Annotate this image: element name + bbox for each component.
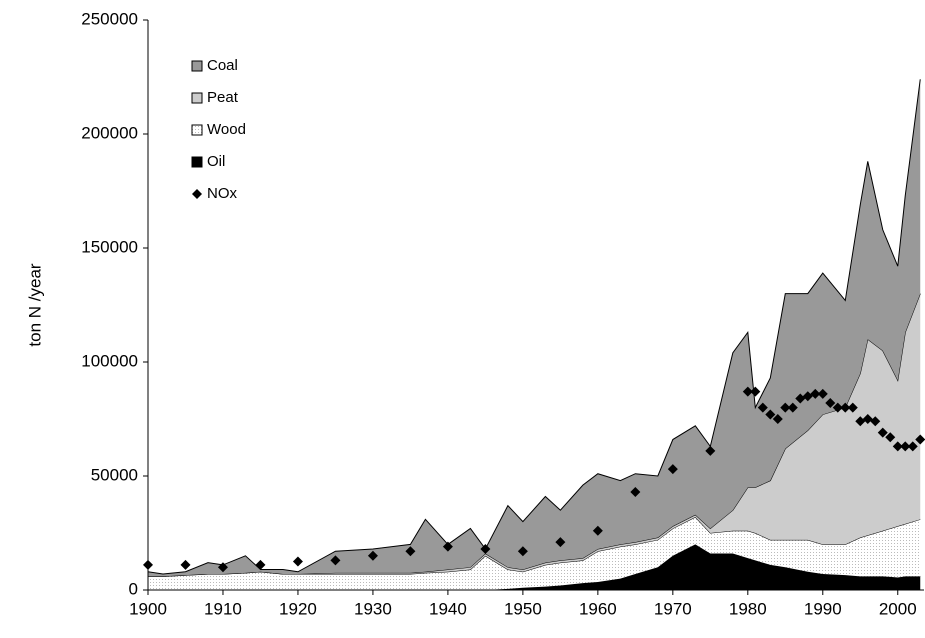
- y-tick-label: 200000: [81, 123, 138, 142]
- nox-point: [757, 402, 768, 413]
- legend-key: [191, 124, 203, 136]
- nox-point: [180, 559, 191, 570]
- nox-point: [217, 562, 228, 573]
- nox-point: [705, 445, 716, 456]
- nox-point: [907, 441, 918, 452]
- nox-point: [750, 386, 761, 397]
- nox-point: [802, 391, 813, 402]
- legend-label: Oil: [207, 153, 225, 170]
- nox-point: [765, 409, 776, 420]
- x-tick-label: 1910: [204, 599, 242, 618]
- nox-point: [795, 393, 806, 404]
- nox-point: [255, 559, 266, 570]
- nox-point: [847, 402, 858, 413]
- nox-point: [832, 402, 843, 413]
- legend-label: Coal: [207, 57, 238, 74]
- nox-point: [877, 427, 888, 438]
- nox-point: [480, 543, 491, 554]
- nox-point: [892, 441, 903, 452]
- nox-point: [630, 486, 641, 497]
- legend-key: [192, 189, 202, 199]
- nox-point: [742, 386, 753, 397]
- x-tick-label: 1990: [804, 599, 842, 618]
- nox-point: [330, 555, 341, 566]
- legend-label: Wood: [207, 121, 246, 138]
- area: [148, 517, 921, 590]
- legend-key: [191, 92, 203, 104]
- x-tick-label: 1920: [279, 599, 317, 618]
- y-tick-label: 150000: [81, 237, 138, 256]
- nox-point: [772, 414, 783, 424]
- nox-point: [787, 402, 798, 413]
- nox-point: [840, 402, 851, 413]
- nox-point: [292, 556, 303, 567]
- y-tick-label: 100000: [81, 351, 138, 370]
- nox-point: [667, 464, 678, 475]
- legend-label: Peat: [207, 89, 239, 106]
- nox-point: [367, 550, 378, 561]
- nox-point: [592, 525, 603, 536]
- nox-point: [855, 416, 866, 427]
- area: [148, 544, 921, 590]
- x-tick-label: 1940: [429, 599, 467, 618]
- nox-point: [517, 546, 528, 557]
- nox-point: [555, 537, 566, 548]
- nox-point: [825, 398, 836, 409]
- x-tick-label: 1970: [654, 599, 692, 618]
- x-tick-label: 1930: [354, 599, 392, 618]
- x-tick-label: 1900: [129, 599, 167, 618]
- nox-point: [405, 546, 416, 557]
- y-tick-label: 250000: [81, 9, 138, 28]
- nox-point: [442, 541, 453, 552]
- legend-key: [191, 156, 203, 168]
- nox-point: [817, 388, 828, 399]
- x-tick-label: 1960: [579, 599, 617, 618]
- x-tick-label: 1950: [504, 599, 542, 618]
- area: [148, 79, 921, 577]
- nox-point: [780, 402, 791, 413]
- area-edge: [147, 79, 921, 575]
- y-axis-label: ton N /year: [25, 263, 44, 346]
- legend-key: [191, 60, 203, 72]
- x-tick-label: 2000: [879, 599, 917, 618]
- nox-point: [915, 434, 925, 445]
- nox-point: [862, 414, 873, 424]
- nox-point: [810, 388, 821, 399]
- nox-point: [885, 432, 896, 443]
- y-tick-label: 0: [129, 579, 138, 598]
- y-tick-label: 50000: [91, 465, 138, 484]
- nox-point: [900, 441, 911, 452]
- x-tick-label: 1980: [729, 599, 767, 618]
- legend-label: NOx: [207, 185, 238, 202]
- nox-point: [870, 416, 881, 427]
